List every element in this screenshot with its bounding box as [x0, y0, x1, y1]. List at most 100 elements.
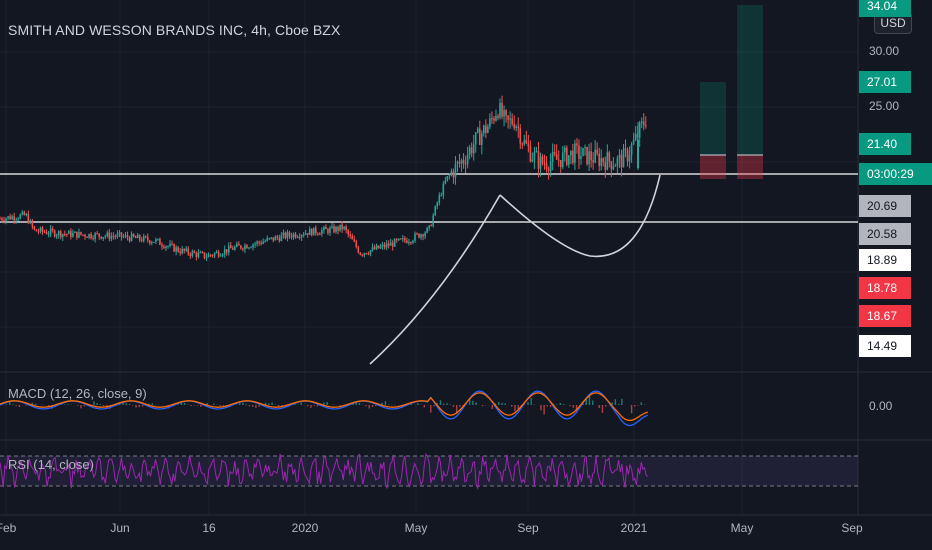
macd-histogram-bar — [5, 404, 8, 405]
macd-histogram-bar — [533, 404, 536, 405]
candle-body — [505, 110, 507, 116]
macd-histogram-bar — [433, 405, 435, 407]
macd-zero-tick: 0.00 — [869, 399, 893, 413]
candle-body — [521, 143, 524, 145]
macd-histogram-bar — [498, 401, 500, 405]
candle-body — [63, 233, 66, 235]
candle-body — [159, 238, 161, 245]
candle-body — [480, 133, 483, 145]
candle-body — [207, 254, 210, 258]
candle-body — [470, 147, 473, 154]
candle-body — [268, 238, 271, 240]
badge-20-69: 20.69 — [859, 195, 911, 217]
candle-body — [144, 236, 147, 238]
candle-body — [491, 118, 493, 120]
candle-body — [142, 236, 145, 242]
candle-body — [126, 235, 129, 238]
candle-body — [179, 251, 181, 254]
candle-body — [262, 241, 264, 244]
candle-body — [608, 152, 611, 162]
candle-body — [525, 140, 528, 144]
macd-histogram-bar — [585, 398, 587, 405]
candle-body — [292, 233, 295, 238]
candle-body — [468, 147, 471, 155]
macd-histogram-bar — [491, 405, 494, 409]
candle-body — [555, 154, 558, 160]
badge-18-89: 18.89 — [859, 249, 911, 271]
candle-body — [626, 149, 629, 162]
candle-body — [363, 253, 366, 255]
candle-body — [86, 236, 88, 238]
time-label-sep-2: Sep — [841, 521, 863, 535]
candle-body — [314, 227, 317, 234]
candle-body — [120, 232, 123, 237]
candle-body — [517, 126, 520, 129]
badge-18-67: 18.67 — [859, 305, 911, 327]
macd-histogram-bar — [151, 402, 153, 405]
candle-body — [594, 149, 596, 163]
candle-body — [136, 234, 139, 239]
candle-body — [371, 247, 374, 251]
candle-body — [602, 158, 605, 163]
candle-body — [632, 139, 635, 145]
candle-body — [539, 156, 542, 169]
candle-body — [250, 247, 252, 249]
candle-body — [325, 227, 327, 230]
macd-histogram-bar — [472, 400, 474, 405]
candle-body — [37, 231, 40, 233]
candle-body — [72, 232, 74, 237]
candle-body — [351, 235, 354, 240]
candle-body — [124, 235, 127, 237]
macd-histogram-bar — [281, 405, 283, 406]
macd-histogram-bar — [504, 403, 506, 405]
candle-body — [272, 237, 275, 241]
candle-body — [70, 230, 72, 237]
badge-14-49: 14.49 — [859, 335, 911, 357]
currency-button[interactable]: USD — [874, 12, 912, 34]
candle-body — [244, 245, 246, 250]
macd-histogram-bar — [443, 403, 445, 405]
candle-body — [442, 183, 445, 196]
candle-body — [637, 140, 639, 168]
macd-histogram-bar — [614, 399, 617, 405]
candle-body — [574, 143, 576, 163]
price-tick-30: 30.00 — [869, 44, 900, 58]
candle-body — [462, 160, 465, 164]
candle-body — [25, 214, 28, 216]
candle-body — [45, 232, 48, 234]
macd-histogram-bar — [339, 405, 341, 406]
macd-histogram-bar — [251, 405, 254, 407]
badge-27-01: 27.01 — [859, 71, 911, 93]
candle-body — [381, 244, 384, 247]
candle-body — [582, 148, 584, 157]
candle-body — [280, 235, 283, 241]
candle-body — [487, 126, 489, 133]
candle-body — [108, 232, 111, 239]
candle-body — [236, 243, 238, 247]
candle-body — [367, 253, 370, 255]
candle-body — [35, 229, 38, 232]
candle-body — [515, 126, 518, 128]
candle-body — [630, 144, 633, 156]
candle-body — [284, 232, 287, 238]
candle-body — [570, 150, 572, 156]
candle-body — [373, 247, 376, 250]
candle-body — [246, 245, 248, 249]
candle-body — [529, 146, 532, 162]
candle-body — [610, 161, 613, 169]
candle-body — [622, 148, 625, 168]
candle-body — [264, 240, 266, 242]
time-label-16: 16 — [202, 521, 216, 535]
macd-histogram-bar — [93, 401, 95, 405]
candle-body — [175, 247, 177, 252]
macd-histogram-bar — [102, 405, 105, 407]
macd-histogram-bar — [543, 405, 545, 415]
candle-body — [501, 102, 503, 117]
macd-histogram-bar — [148, 403, 150, 405]
candle-body — [333, 226, 335, 233]
candle-body — [155, 239, 157, 242]
candle-body — [531, 159, 534, 162]
macd-histogram-bar — [132, 405, 134, 406]
candle-body — [134, 236, 137, 239]
